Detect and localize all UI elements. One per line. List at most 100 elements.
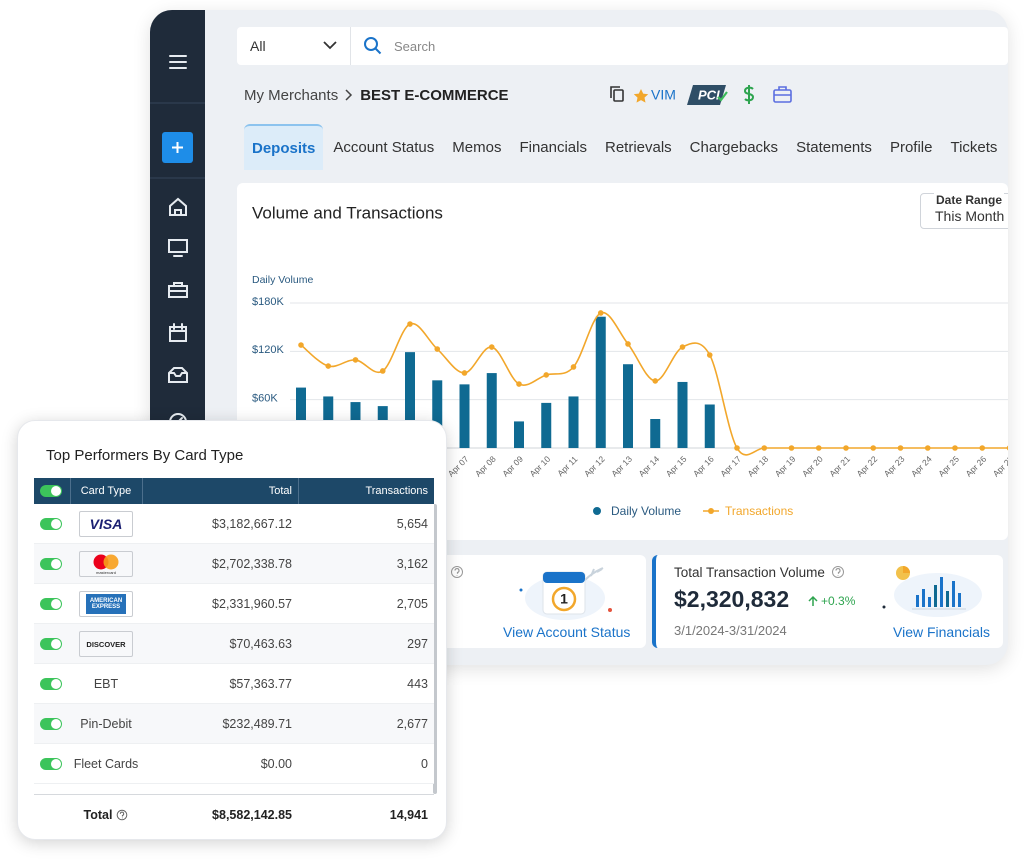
x-tick-label: Apr 15 <box>664 454 689 479</box>
logo-text: AMERICAN EXPRESS <box>86 594 126 614</box>
amex-logo: AMERICAN EXPRESS <box>79 591 133 617</box>
search-input[interactable]: Search <box>394 38 436 54</box>
point <box>1006 445 1008 451</box>
x-tick-label: Apr 11 <box>555 454 580 479</box>
point <box>625 341 631 347</box>
total-transactions: 14,941 <box>389 808 428 822</box>
tab[interactable]: Statements <box>796 138 872 156</box>
view-account-status-link[interactable]: View Account Status <box>503 624 631 640</box>
card-type-cell: Fleet Cards <box>70 744 142 784</box>
card-type-cell: EBT <box>70 664 142 704</box>
chart-title: Volume and Transactions <box>252 203 443 222</box>
toggle[interactable] <box>40 558 62 570</box>
briefcase-icon[interactable] <box>168 282 188 298</box>
table-header: Card Type Total Transactions <box>34 478 434 504</box>
scrollbar[interactable] <box>433 504 437 794</box>
bar <box>568 396 579 448</box>
toggle[interactable] <box>40 678 62 690</box>
point <box>570 364 577 370</box>
card-type: Fleet Cards <box>73 757 139 771</box>
help-mark <box>120 811 125 819</box>
toggle[interactable] <box>40 638 62 650</box>
inbox-icon[interactable] <box>168 367 188 383</box>
menu-icon[interactable] <box>169 55 187 69</box>
home-icon[interactable] <box>169 197 187 216</box>
bar <box>704 404 715 448</box>
x-tick-label: Apr 07 <box>446 454 471 479</box>
bar <box>405 352 415 448</box>
point <box>843 445 849 451</box>
help-icon[interactable] <box>831 565 845 579</box>
breadcrumb-parent[interactable]: My Merchants <box>244 86 339 104</box>
calendar-icon[interactable] <box>169 323 187 342</box>
nav-icons <box>150 55 205 423</box>
point <box>379 368 386 374</box>
bar <box>514 421 524 448</box>
point <box>488 344 495 350</box>
total-amount: $8,582,142.85 <box>212 808 292 822</box>
toggle-cell <box>40 624 62 664</box>
help-icon[interactable] <box>116 809 128 821</box>
x-tick-label: Apr 24 <box>909 454 934 479</box>
total-cell: $0.00 <box>260 757 292 771</box>
total-cell: $70,463.63 <box>229 637 292 651</box>
table-row: VISA $3,182,667.12 5,654 <box>34 504 434 544</box>
x-tick-label: Apr 20 <box>800 454 825 479</box>
scope-select[interactable]: All <box>250 38 266 54</box>
tab[interactable]: Memos <box>452 138 502 156</box>
table-row: AMERICAN EXPRESS $2,331,960.57 2,705 <box>34 584 434 624</box>
tab[interactable]: Chargebacks <box>689 138 779 156</box>
tab[interactable]: Profile <box>889 138 933 156</box>
legend-label: Transactions <box>725 504 793 518</box>
copy-icon[interactable] <box>610 86 624 102</box>
x-tick-label: Apr 17 <box>718 454 743 479</box>
bar <box>623 364 633 448</box>
toggle[interactable] <box>40 758 62 770</box>
x-tick-label: Apr 25 <box>936 454 961 479</box>
toggle-cell <box>40 704 62 744</box>
card-type-cell: DISCOVER <box>70 624 142 664</box>
toggle[interactable] <box>40 485 62 497</box>
tab[interactable]: Account Status <box>333 138 435 156</box>
add-icon <box>172 142 183 153</box>
calendar-day: 1 <box>560 591 568 607</box>
briefcase-icon[interactable] <box>773 86 792 103</box>
date-range-select[interactable]: Date Range This Month <box>920 193 1008 229</box>
x-tick-label: Apr 21 <box>827 454 852 479</box>
transactions-cell: 5,654 <box>396 517 428 531</box>
bar <box>296 387 306 448</box>
x-tick-label: Apr 09 <box>500 454 525 479</box>
card-title: Total Transaction Volume <box>674 564 825 580</box>
toggle[interactable] <box>40 518 62 530</box>
point <box>761 445 768 451</box>
tab[interactable]: Financials <box>519 138 587 156</box>
table-title: Top Performers By Card Type <box>46 447 244 464</box>
help-icon[interactable] <box>450 565 464 579</box>
legend-swatch <box>593 507 601 515</box>
table-row: Pin-Debit $232,489.71 2,677 <box>34 704 434 744</box>
breadcrumb-current: BEST E-COMMERCE <box>360 86 509 104</box>
card-period: 3/1/2024-3/31/2024 <box>674 623 787 638</box>
dollar-icon[interactable] <box>743 85 755 104</box>
monitor-icon[interactable] <box>168 239 188 257</box>
legend-label: Daily Volume <box>611 504 681 518</box>
tab[interactable]: Deposits <box>244 124 324 170</box>
x-tick-label: Apr 27 <box>991 454 1008 479</box>
logo-text: VISA <box>89 516 123 532</box>
table-row: Fleet Cards $0.00 0 <box>34 744 434 784</box>
toggle[interactable] <box>40 718 62 730</box>
transactions-cell: 443 <box>407 677 428 691</box>
breadcrumb: My Merchants BEST E-COMMERCE <box>244 84 509 106</box>
tab[interactable]: Tickets <box>950 138 998 156</box>
card-change: +0.3% <box>808 593 855 609</box>
view-financials-link[interactable]: View Financials <box>893 624 991 640</box>
point <box>298 342 304 348</box>
tab[interactable]: Retrievals <box>604 138 672 156</box>
table-row: mastercard $2,702,338.78 3,162 <box>34 544 434 584</box>
x-tick-label: Apr 18 <box>745 454 770 479</box>
toggle[interactable] <box>40 598 62 610</box>
point <box>706 352 713 358</box>
mastercard-circles <box>93 554 119 569</box>
toggle-cell <box>40 744 62 784</box>
transactions-cell: 3,162 <box>396 557 428 571</box>
